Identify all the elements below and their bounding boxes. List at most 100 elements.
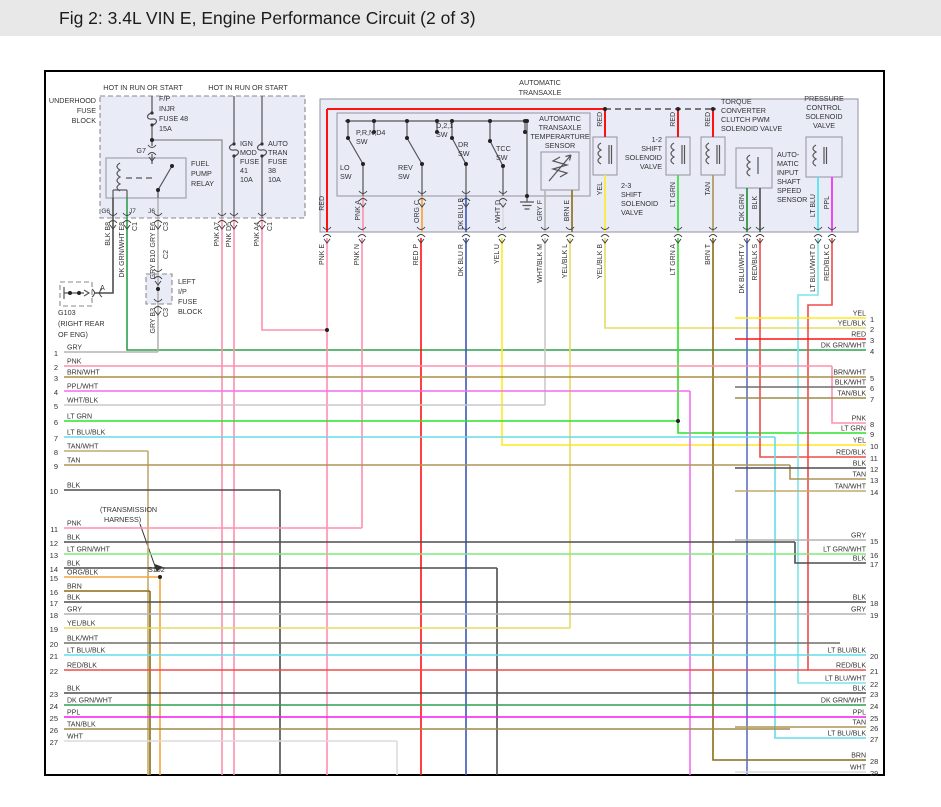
wire xyxy=(152,139,223,218)
junction-dot xyxy=(435,130,439,134)
wire-number-left: 16 xyxy=(50,588,58,597)
wire-number-left: 27 xyxy=(50,738,58,747)
wire-number-left: 4 xyxy=(54,388,58,397)
wire-label-left: TAN/WHT xyxy=(67,444,99,451)
wire-label-vertical: LT BLU/WHT D xyxy=(810,244,817,292)
wire-number-right: 7 xyxy=(870,395,874,404)
junction-dot xyxy=(372,119,376,123)
wire-label-vertical: RED xyxy=(597,112,604,127)
wire-label-left: WHT xyxy=(67,734,84,741)
wire-number-right: 4 xyxy=(870,347,874,356)
wire-label-vertical: PPL xyxy=(824,196,831,209)
arrow-icon xyxy=(358,238,366,244)
component-label: I/P xyxy=(178,287,187,296)
component-glyph xyxy=(520,196,534,210)
arrow-icon xyxy=(814,238,822,244)
wire-label-vertical: WHT D xyxy=(495,200,502,223)
wire-label-vertical: LT GRN A xyxy=(670,244,677,276)
wire-label-left: GRY xyxy=(67,607,82,614)
component-label: SHAFT xyxy=(777,177,801,186)
wire-label-vertical: PNK D5 xyxy=(226,222,233,247)
arrow-icon xyxy=(709,238,717,244)
wire-label-left: TAN/BLK xyxy=(67,722,96,729)
wire-label-vertical: BLK B8 xyxy=(105,222,112,246)
wire-number-left: 23 xyxy=(50,690,58,699)
component-glyph xyxy=(63,287,91,299)
component-label: (TRANSMISSION xyxy=(100,505,157,514)
wire-label-right: PPL xyxy=(853,710,866,717)
connector-icon xyxy=(461,190,471,202)
junction-dot xyxy=(361,162,365,166)
component-label: SOLENOID VALVE xyxy=(721,124,782,133)
wire-label-left: PNK xyxy=(67,359,82,366)
wire-number-left: 22 xyxy=(50,667,58,676)
component-label: 41 xyxy=(240,166,248,175)
component-label: S102 xyxy=(148,565,165,574)
arrow-icon xyxy=(498,238,506,244)
connector-icon xyxy=(357,226,367,238)
component-label: A xyxy=(100,283,105,292)
junction-dot xyxy=(232,142,236,146)
component-label: SW xyxy=(496,153,508,162)
connector-icon xyxy=(108,212,118,224)
component-label: 10A xyxy=(240,175,253,184)
wire xyxy=(797,238,866,684)
wire-label-vertical: RED/BLK C xyxy=(824,244,831,281)
connector-icon xyxy=(600,226,610,238)
component-label: FUSE xyxy=(77,106,96,115)
junction-dot xyxy=(523,130,527,134)
component-label: TEMPERARTURE xyxy=(530,132,590,141)
wire-number-right: 22 xyxy=(870,680,878,689)
wire-label-right: BLK xyxy=(853,556,867,563)
junction-dot xyxy=(405,136,409,140)
wire-number-right: 12 xyxy=(870,465,878,474)
wire xyxy=(347,137,364,165)
wire-label-left: RED/BLK xyxy=(67,663,97,670)
component-label: MATIC xyxy=(777,159,799,168)
component-label: IGN xyxy=(240,139,253,148)
junction-dot xyxy=(372,130,376,134)
wire-label-left: BLK xyxy=(67,595,81,602)
connector-icon xyxy=(217,212,227,224)
component-label: D,2,1 xyxy=(436,121,453,130)
wire-label-vertical: C3 xyxy=(163,222,170,231)
component-glyph xyxy=(116,162,122,192)
wire-label-left: LT GRN xyxy=(67,414,92,421)
arrow-icon xyxy=(154,224,162,230)
component-label: LO xyxy=(340,163,350,172)
component-label: HOT IN RUN OR START xyxy=(103,83,183,92)
connector-icon xyxy=(153,268,163,280)
wire-label-vertical: LT BLU xyxy=(810,194,817,217)
component-label: RELAY xyxy=(191,179,214,188)
junction-dot xyxy=(346,119,350,123)
connector-icon xyxy=(497,226,507,238)
wire-label-vertical: ORG C xyxy=(414,200,421,223)
wire-number-right: 25 xyxy=(870,714,878,723)
wire-label-vertical: RED/BLK S xyxy=(752,244,759,281)
wire-number-left: 18 xyxy=(50,611,58,620)
junction-dot xyxy=(464,162,468,166)
component-label: 2-3 xyxy=(621,181,631,190)
wire-label-right: GRY xyxy=(851,607,866,614)
wire-number-left: 17 xyxy=(50,599,58,608)
connector-icon xyxy=(153,212,163,224)
wire-label-left: BLK xyxy=(67,535,81,542)
wire-label-right: DK GRN/WHT xyxy=(821,698,867,705)
wire-label-vertical: RED xyxy=(705,112,712,127)
wire-label-right: RED xyxy=(851,332,866,339)
connector-icon xyxy=(540,226,550,238)
component-label: SW xyxy=(458,149,470,158)
wire-label-left: LT GRN/WHT xyxy=(67,547,111,554)
wire xyxy=(789,465,866,480)
arrow-icon xyxy=(462,238,470,244)
wire xyxy=(451,137,467,165)
wire-number-right: 28 xyxy=(870,757,878,766)
component-glyph xyxy=(812,144,818,167)
wire-number-left: 21 xyxy=(50,652,58,661)
arrow-icon xyxy=(148,156,156,162)
wire-label-right: YEL xyxy=(853,311,866,318)
wire-label-vertical: YEL xyxy=(597,182,604,195)
wire-number-left: 13 xyxy=(50,551,58,560)
wire-label-right: BLK xyxy=(853,595,867,602)
wire-label-right: YEL/BLK xyxy=(838,321,867,328)
